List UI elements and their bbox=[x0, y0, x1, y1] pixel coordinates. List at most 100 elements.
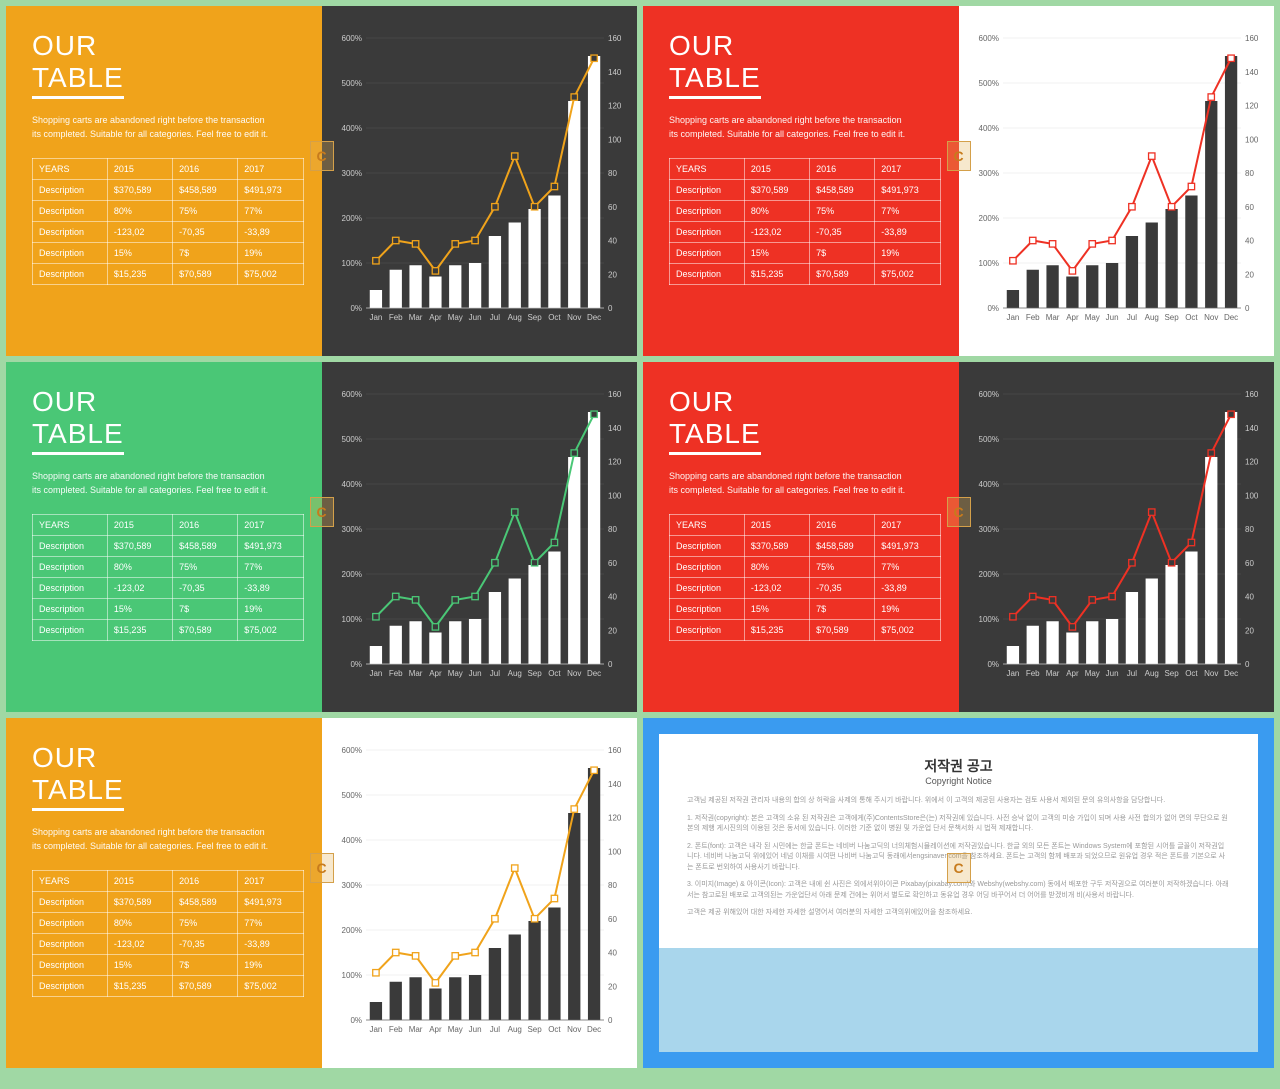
table-header-cell: 2015 bbox=[744, 514, 809, 535]
line-marker bbox=[1029, 237, 1035, 243]
svg-text:20: 20 bbox=[1245, 626, 1254, 635]
svg-text:0%: 0% bbox=[350, 1016, 362, 1025]
table-cell: Description bbox=[33, 912, 108, 933]
bar bbox=[1165, 565, 1177, 664]
svg-text:400%: 400% bbox=[341, 836, 361, 845]
table-cell: -123,02 bbox=[744, 221, 809, 242]
line-marker bbox=[571, 450, 577, 456]
table-cell: $491,973 bbox=[238, 179, 303, 200]
table-cell: $15,235 bbox=[107, 975, 172, 996]
svg-text:Aug: Aug bbox=[507, 669, 521, 678]
notice-paragraph: 고객님 제공된 저작권 관리자 내용의 합의 상 허락을 사제의 통해 주시기 … bbox=[687, 796, 1230, 807]
notice-paragraph: 1. 저작권(copyright): 본은 고객의 소유 된 저작권은 고객에게… bbox=[687, 814, 1230, 835]
svg-text:Jul: Jul bbox=[489, 669, 499, 678]
table-cell: Description bbox=[33, 954, 108, 975]
svg-text:140: 140 bbox=[1245, 68, 1259, 77]
bar bbox=[1185, 196, 1197, 309]
bar bbox=[449, 977, 461, 1020]
table-cell: 7$ bbox=[173, 242, 238, 263]
svg-text:20: 20 bbox=[608, 626, 617, 635]
line-marker bbox=[471, 949, 477, 955]
svg-text:0: 0 bbox=[608, 304, 613, 313]
table-cell: $75,002 bbox=[238, 975, 303, 996]
line-marker bbox=[1029, 593, 1035, 599]
bar bbox=[468, 975, 480, 1020]
table-cell: 7$ bbox=[173, 954, 238, 975]
table-cell: 80% bbox=[744, 556, 809, 577]
table-cell: -123,02 bbox=[107, 577, 172, 598]
svg-text:Mar: Mar bbox=[408, 669, 422, 678]
svg-text:Mar: Mar bbox=[1045, 313, 1059, 322]
slide-title-bottom: TABLE bbox=[669, 62, 761, 99]
svg-text:500%: 500% bbox=[341, 791, 361, 800]
watermark-badge: C bbox=[310, 497, 334, 527]
bar bbox=[528, 209, 540, 308]
table-header-cell: 2015 bbox=[107, 870, 172, 891]
table-cell: Description bbox=[33, 179, 108, 200]
svg-text:300%: 300% bbox=[341, 169, 361, 178]
bar bbox=[1145, 579, 1157, 665]
line-marker bbox=[1128, 560, 1134, 566]
line-marker bbox=[1208, 450, 1214, 456]
slide-description: Shopping carts are abandoned right befor… bbox=[32, 825, 304, 854]
bar bbox=[568, 457, 580, 664]
svg-text:Jun: Jun bbox=[1105, 669, 1118, 678]
slide-title-top: OUR bbox=[32, 30, 304, 62]
bar bbox=[429, 989, 441, 1021]
table-cell: Description bbox=[33, 556, 108, 577]
table-cell: $370,589 bbox=[744, 179, 809, 200]
table-cell: $458,589 bbox=[173, 179, 238, 200]
svg-text:160: 160 bbox=[608, 34, 622, 43]
bar bbox=[1125, 592, 1137, 664]
line-marker bbox=[1089, 241, 1095, 247]
line-marker bbox=[1227, 55, 1233, 61]
line-marker bbox=[1168, 560, 1174, 566]
bar bbox=[1205, 101, 1217, 308]
svg-text:100: 100 bbox=[608, 135, 622, 144]
table-cell: 19% bbox=[238, 954, 303, 975]
line-marker bbox=[1049, 597, 1055, 603]
bar bbox=[389, 982, 401, 1020]
table-cell: $75,002 bbox=[875, 263, 940, 284]
bar bbox=[369, 290, 381, 308]
slide-description: Shopping carts are abandoned right befor… bbox=[32, 469, 304, 498]
svg-text:0%: 0% bbox=[987, 660, 999, 669]
table-cell: Description bbox=[33, 263, 108, 284]
svg-text:Feb: Feb bbox=[388, 669, 402, 678]
svg-text:200%: 200% bbox=[341, 926, 361, 935]
line-marker bbox=[372, 258, 378, 264]
line-marker bbox=[1089, 597, 1095, 603]
table-cell: Description bbox=[670, 619, 745, 640]
svg-text:Oct: Oct bbox=[1185, 669, 1198, 678]
svg-text:Oct: Oct bbox=[1185, 313, 1198, 322]
bar bbox=[488, 592, 500, 664]
svg-text:60: 60 bbox=[608, 915, 617, 924]
svg-text:140: 140 bbox=[608, 424, 622, 433]
table-header-cell: 2015 bbox=[107, 514, 172, 535]
svg-text:Apr: Apr bbox=[1066, 313, 1079, 322]
data-table: YEARS201520162017Description$370,589$458… bbox=[32, 158, 304, 285]
line-marker bbox=[511, 153, 517, 159]
watermark-badge: C bbox=[947, 497, 971, 527]
table-cell: -70,35 bbox=[173, 221, 238, 242]
table-header-cell: YEARS bbox=[670, 158, 745, 179]
svg-text:60: 60 bbox=[608, 203, 617, 212]
line-marker bbox=[1069, 268, 1075, 274]
table-cell: Description bbox=[670, 242, 745, 263]
table-cell: $70,589 bbox=[173, 975, 238, 996]
svg-text:Oct: Oct bbox=[548, 1025, 561, 1034]
table-cell: $491,973 bbox=[238, 891, 303, 912]
line-marker bbox=[1108, 593, 1114, 599]
table-cell: $15,235 bbox=[107, 619, 172, 640]
svg-text:80: 80 bbox=[1245, 525, 1254, 534]
svg-text:Mar: Mar bbox=[408, 313, 422, 322]
bar bbox=[429, 277, 441, 309]
line-marker bbox=[1208, 94, 1214, 100]
table-cell: -33,89 bbox=[875, 221, 940, 242]
bar bbox=[389, 270, 401, 308]
table-cell: 75% bbox=[173, 200, 238, 221]
bar bbox=[1066, 633, 1078, 665]
table-cell: 75% bbox=[173, 556, 238, 577]
svg-text:600%: 600% bbox=[341, 746, 361, 755]
slide-title-bottom: TABLE bbox=[32, 62, 124, 99]
